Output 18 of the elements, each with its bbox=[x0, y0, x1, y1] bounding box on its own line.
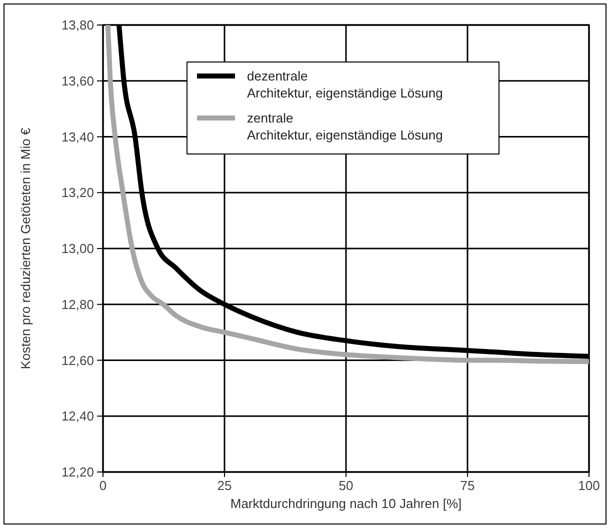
x-tick-label: 75 bbox=[460, 478, 475, 493]
y-tick-label: 13,80 bbox=[61, 18, 94, 33]
y-tick-label: 13,40 bbox=[61, 129, 94, 144]
y-tick-label: 12,60 bbox=[61, 352, 94, 368]
x-axis-title: Marktdurchdringung nach 10 Jahren [%] bbox=[230, 496, 462, 511]
y-tick-label: 13,20 bbox=[61, 185, 94, 200]
x-tick-label: 50 bbox=[338, 478, 354, 493]
y-tick-label: 13,60 bbox=[61, 73, 94, 88]
x-tick-label: 0 bbox=[99, 478, 107, 493]
y-tick-label: 12,40 bbox=[61, 408, 94, 424]
legend-label: zentrale Architektur, eigenständige Lösung bbox=[247, 110, 443, 143]
x-tick-label: 25 bbox=[217, 478, 232, 493]
y-tick-label: 13,00 bbox=[61, 241, 94, 256]
y-axis-title: Kosten pro reduzierten Getöteten in Mio € bbox=[18, 127, 33, 370]
y-tick-label: 12,20 bbox=[61, 464, 94, 480]
y-tick-label: 12,80 bbox=[61, 296, 94, 312]
legend-label: dezentrale Architektur, eigenständige Lösung bbox=[247, 68, 443, 101]
x-tick-label: 100 bbox=[578, 478, 600, 493]
